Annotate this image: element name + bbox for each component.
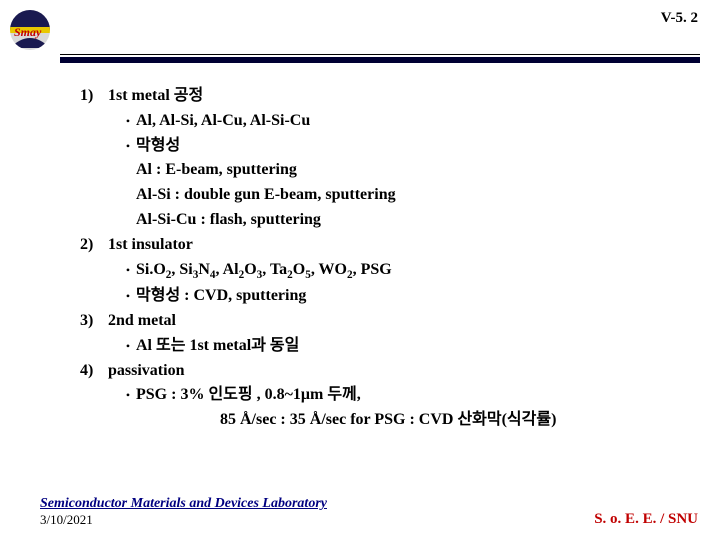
bullet-icon: • xyxy=(120,134,136,158)
bullet-icon: • xyxy=(120,109,136,133)
bullet-item: • Al 또는 1st metal과 동일 xyxy=(80,334,700,359)
section-3: 3) 2nd metal xyxy=(80,309,700,334)
bullet-icon: • xyxy=(120,383,136,407)
lab-name: Semiconductor Materials and Devices Labo… xyxy=(40,496,327,512)
bullet-text: PSG : 3% 인도핑 , 0.8~1μm 두께, xyxy=(136,383,361,408)
section-title: 1st metal 공정 xyxy=(108,84,203,109)
section-1: 1) 1st metal 공정 xyxy=(80,84,700,109)
footer-left: Semiconductor Materials and Devices Labo… xyxy=(40,496,327,528)
indent-line: Al : E-beam, sputtering xyxy=(80,158,700,183)
content-body: 1) 1st metal 공정 • Al, Al-Si, Al-Cu, Al-S… xyxy=(80,84,700,433)
indent-line: Al-Si : double gun E-beam, sputtering xyxy=(80,183,700,208)
section-2: 2) 1st insulator xyxy=(80,233,700,258)
svg-text:Smay: Smay xyxy=(14,25,42,39)
section-num: 4) xyxy=(80,359,108,384)
footer: Semiconductor Materials and Devices Labo… xyxy=(0,496,720,528)
bullet-item: • PSG : 3% 인도핑 , 0.8~1μm 두께, xyxy=(80,383,700,408)
indent-line: 85 Å/sec : 35 Å/sec for PSG : CVD 산화막(식각… xyxy=(80,408,700,433)
page-number: V-5. 2 xyxy=(661,10,698,27)
bullet-icon: • xyxy=(120,334,136,358)
section-4: 4) passivation xyxy=(80,359,700,384)
bullet-item: • Si.O2, Si3N4, Al2O3, Ta2O5, WO2, PSG xyxy=(80,258,700,285)
indent-line: Al-Si-Cu : flash, sputtering xyxy=(80,208,700,233)
bullet-item: • 막형성 : CVD, sputtering xyxy=(80,284,700,309)
section-num: 2) xyxy=(80,233,108,258)
bullet-text: 막형성 xyxy=(136,134,180,159)
section-num: 1) xyxy=(80,84,108,109)
bullet-text: Al, Al-Si, Al-Cu, Al-Si-Cu xyxy=(136,109,310,134)
footer-right: S. o. E. E. / SNU xyxy=(594,511,698,528)
footer-date: 3/10/2021 xyxy=(40,512,327,528)
section-title: passivation xyxy=(108,359,184,384)
bullet-icon: • xyxy=(120,258,136,282)
logo-sphere-icon: Smay xyxy=(8,8,52,52)
bullet-text: Si.O2, Si3N4, Al2O3, Ta2O5, WO2, PSG xyxy=(136,258,392,285)
logo: Smay xyxy=(8,8,56,56)
bullet-text: Al 또는 1st metal과 동일 xyxy=(136,334,299,359)
bullet-icon: • xyxy=(120,284,136,308)
bullet-item: • Al, Al-Si, Al-Cu, Al-Si-Cu xyxy=(80,109,700,134)
bullet-text: 막형성 : CVD, sputtering xyxy=(136,284,306,309)
header-divider xyxy=(60,54,700,64)
section-title: 1st insulator xyxy=(108,233,193,258)
section-num: 3) xyxy=(80,309,108,334)
section-title: 2nd metal xyxy=(108,309,176,334)
bullet-item: • 막형성 xyxy=(80,134,700,159)
